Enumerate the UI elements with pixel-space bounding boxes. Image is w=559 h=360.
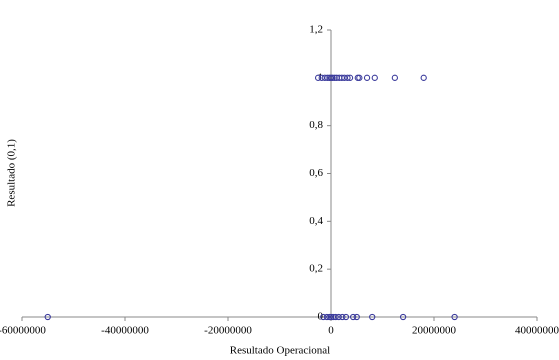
point [335, 313, 342, 321]
x-tick-label: 0 [328, 325, 334, 337]
point [399, 313, 407, 321]
y-axis-title: Resultado (0,1) [6, 139, 18, 207]
point [356, 74, 363, 81]
point [323, 313, 331, 321]
point [342, 313, 350, 321]
point [369, 313, 376, 321]
x-tick-label: 20000000 [412, 325, 457, 337]
x-tick-label: -20000000 [204, 325, 252, 337]
point [363, 74, 371, 81]
point [331, 74, 338, 81]
point [321, 74, 328, 81]
point [339, 313, 346, 321]
y-tick-label: 0,4 [309, 215, 323, 227]
point [346, 74, 354, 81]
point [344, 74, 351, 81]
point [353, 313, 360, 321]
point [44, 313, 51, 321]
point [320, 313, 327, 321]
point [371, 74, 378, 81]
x-axis-title: Resultado Operacional [230, 345, 331, 357]
point [329, 74, 336, 81]
x-tick-label: 40000000 [515, 325, 559, 337]
y-tick-label: 1,2 [309, 24, 323, 36]
point [391, 74, 399, 81]
point [420, 74, 427, 81]
point [327, 313, 335, 321]
y-tick-label: 0,2 [309, 263, 323, 275]
point [451, 313, 458, 321]
x-tick-label: -60000000 [0, 325, 46, 337]
point [349, 313, 357, 321]
x-tick-label: -40000000 [101, 325, 149, 337]
point [314, 74, 322, 81]
y-tick-label: 0,6 [309, 167, 323, 179]
point [332, 313, 339, 321]
y-tick-label: 0,8 [309, 119, 323, 131]
